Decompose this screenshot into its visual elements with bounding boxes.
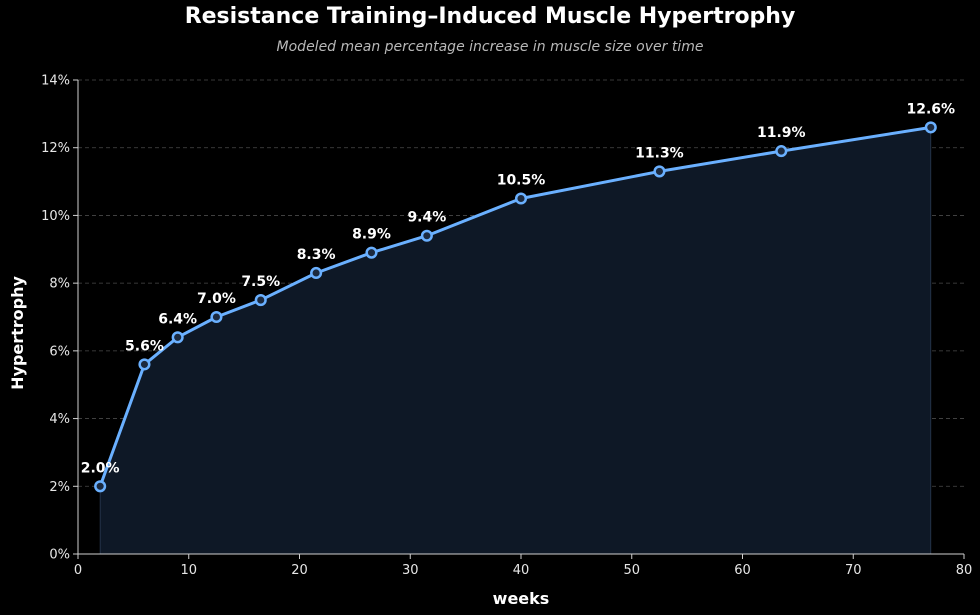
axes: 0% 2% 4% 6% 8% 10% 12% 14% 0 10 20 30 40 50 60 70 80	[41, 74, 972, 579]
data-point	[210, 310, 223, 324]
data-point	[254, 294, 267, 307]
area-fill	[99, 126, 932, 555]
data-label: 6.4%	[158, 311, 197, 327]
data-label: 2.0%	[81, 460, 120, 476]
data-point	[138, 358, 151, 371]
data-point	[653, 165, 666, 178]
data-label: 11.9%	[757, 125, 806, 141]
series-line	[98, 125, 932, 487]
data-point	[514, 192, 528, 205]
data-label: 5.6%	[125, 338, 164, 354]
x-tick-label: 70	[845, 563, 862, 578]
data-label: 10.5%	[497, 173, 546, 189]
y-tick-label: 8%	[49, 277, 70, 292]
x-tick-label: 10	[180, 563, 197, 578]
data-label: 7.5%	[241, 274, 280, 290]
point-markers	[94, 121, 937, 493]
data-labels: 2.0% 5.6% 6.4%7.0% 7.5% 8.3% 8.9% 9.4% 10.5% 11.…	[81, 101, 955, 476]
x-tick-label: 80	[956, 563, 973, 578]
data-label: 11.3%	[635, 145, 684, 161]
data-point	[924, 121, 937, 134]
x-tick-label: 0	[74, 563, 82, 578]
x-tick-label: 60	[734, 563, 751, 578]
data-point	[775, 145, 788, 158]
y-tick-label: 10%	[41, 209, 70, 224]
y-tick-label: 0%	[49, 548, 70, 563]
data-point	[94, 480, 107, 493]
data-label: 8.9%	[352, 227, 391, 243]
data-point	[171, 331, 184, 344]
y-tick-label: 14%	[41, 74, 70, 89]
area-layer	[99, 126, 932, 555]
y-axis-title: Hypertrophy	[8, 276, 27, 390]
data-point	[310, 266, 323, 280]
y-tick-label: 2%	[49, 480, 70, 495]
chart-subtitle: Modeled mean percentage increase in musc…	[276, 39, 704, 55]
x-tick-label: 30	[402, 563, 419, 578]
data-label: 12.6%	[906, 101, 955, 117]
x-tick-label: 50	[623, 563, 640, 578]
series-line-layer	[98, 125, 932, 487]
data-label: 7.0%	[197, 291, 236, 307]
data-point	[365, 246, 378, 259]
data-label: 9.4%	[407, 210, 446, 226]
x-tick-label: 40	[513, 563, 530, 578]
data-point	[420, 229, 433, 242]
y-tick-label: 12%	[41, 141, 70, 156]
data-label: 8.3%	[297, 247, 336, 263]
y-tick-label: 6%	[49, 344, 70, 359]
x-tick-label: 20	[291, 563, 308, 578]
chart-title: Resistance Training–Induced Muscle Hyper…	[184, 4, 796, 29]
y-tick-label: 4%	[49, 412, 70, 427]
x-axis-title: weeks	[493, 589, 550, 608]
